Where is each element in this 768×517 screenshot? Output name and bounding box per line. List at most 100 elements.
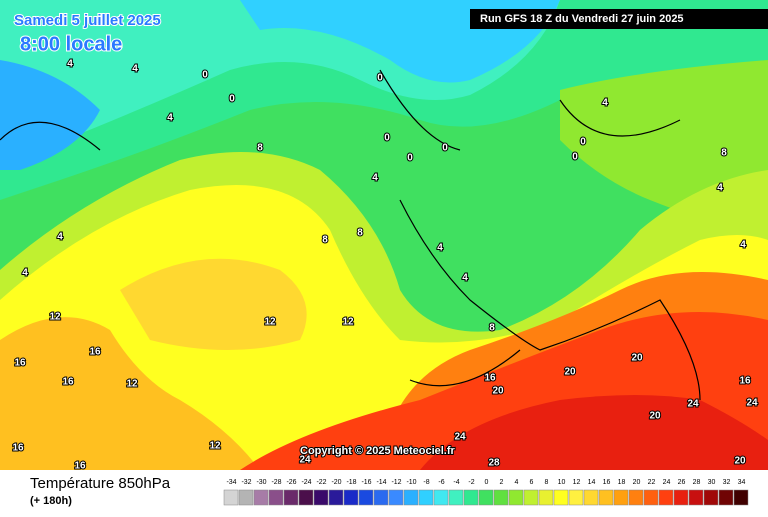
contour-label: 12 — [264, 317, 276, 328]
scale-label: 20 — [633, 479, 641, 486]
scale-swatch — [448, 489, 464, 506]
contour-label: 4 — [740, 240, 746, 251]
contour-label: 28 — [488, 458, 500, 469]
scale-label: -2 — [468, 479, 474, 486]
scale-swatch — [553, 489, 569, 506]
contour-label: 0 — [377, 73, 383, 84]
contour-label: 16 — [484, 373, 496, 384]
local-time: 8:00 locale — [20, 33, 122, 55]
contour-label: 16 — [74, 461, 86, 472]
scale-swatch — [508, 489, 524, 506]
run-box — [470, 9, 768, 29]
contour-label: 4 — [717, 183, 723, 194]
contour-label: 12 — [49, 312, 61, 323]
scale-label: 2 — [500, 479, 504, 486]
scale-label: -26 — [286, 479, 296, 486]
contour-label: 0 — [407, 153, 413, 164]
contour-label: 0 — [229, 94, 235, 105]
scale-label: 26 — [678, 479, 686, 486]
scale-swatch — [238, 489, 254, 506]
scale-label: 30 — [708, 479, 716, 486]
scale-label: -20 — [331, 479, 341, 486]
scale-swatch — [463, 489, 479, 506]
scale-swatch — [688, 489, 704, 506]
scale-swatch — [343, 489, 359, 506]
scale-swatch — [268, 489, 284, 506]
contour-label: 4 — [67, 59, 73, 70]
scale-swatch — [493, 489, 509, 506]
scale-swatch — [538, 489, 554, 506]
scale-swatch — [373, 489, 389, 506]
scale-label: 18 — [618, 479, 626, 486]
scale-label: 8 — [545, 479, 549, 486]
scale-label: -28 — [271, 479, 281, 486]
contour-label: 20 — [492, 386, 504, 397]
scale-swatch — [733, 489, 749, 506]
contour-label: 0 — [384, 133, 390, 144]
contour-label: 16 — [14, 358, 26, 369]
scale-label: -18 — [346, 479, 356, 486]
scale-swatch — [223, 489, 239, 506]
scale-swatch — [643, 489, 659, 506]
scale-swatch — [478, 489, 494, 506]
contour-label: 16 — [739, 376, 751, 387]
contour-label: 8 — [489, 323, 495, 334]
scale-label: -22 — [316, 479, 326, 486]
contour-label: 12 — [126, 379, 138, 390]
contour-label: 4 — [57, 232, 63, 243]
scale-label: 6 — [530, 479, 534, 486]
contour-label: 0 — [202, 70, 208, 81]
contour-label: 16 — [89, 347, 101, 358]
contour-label: 24 — [299, 455, 311, 466]
contour-label: 0 — [580, 137, 586, 148]
scale-swatch — [328, 489, 344, 506]
scale-swatch — [613, 489, 629, 506]
scale-label: -14 — [376, 479, 386, 486]
scale-label: 24 — [663, 479, 671, 486]
run-info: Run GFS 18 Z du Vendredi 27 juin 2025 — [480, 13, 684, 25]
scale-swatch — [703, 489, 719, 506]
scale-swatch — [388, 489, 404, 506]
scale-label: 32 — [723, 479, 731, 486]
scale-swatch — [433, 489, 449, 506]
contour-label: 24 — [454, 432, 466, 443]
scale-swatch — [403, 489, 419, 506]
contour-label: 0 — [572, 152, 578, 163]
scale-swatch — [253, 489, 269, 506]
scale-swatch — [598, 489, 614, 506]
scale-label: 10 — [558, 479, 566, 486]
scale-label: -16 — [361, 479, 371, 486]
contour-label: 4 — [462, 273, 468, 284]
contour-label: 4 — [437, 243, 443, 254]
contour-label: 0 — [442, 143, 448, 154]
scale-swatch — [358, 489, 374, 506]
contour-label: 4 — [132, 64, 138, 75]
contour-label: 4 — [602, 98, 608, 109]
contour-label: 20 — [734, 456, 746, 467]
scale-label: -34 — [226, 479, 236, 486]
scale-label: 34 — [738, 479, 746, 486]
footer-title: Température 850hPa — [30, 475, 171, 492]
contour-label: 12 — [342, 317, 354, 328]
contour-label: 4 — [372, 173, 378, 184]
scale-label: 4 — [515, 479, 519, 486]
contour-label: 12 — [209, 441, 221, 452]
map-field — [0, 0, 768, 470]
contour-label: 8 — [257, 143, 263, 154]
contour-label: 24 — [687, 399, 699, 410]
contour-label: 8 — [322, 235, 328, 246]
scale-swatch — [418, 489, 434, 506]
scale-swatch — [673, 489, 689, 506]
lead-time: (+ 180h) — [30, 495, 72, 507]
scale-label: 22 — [648, 479, 656, 486]
contour-label: 24 — [746, 398, 758, 409]
scale-label: -8 — [423, 479, 429, 486]
scale-swatch — [568, 489, 584, 506]
contour-label: 20 — [564, 367, 576, 378]
scale-label: 12 — [573, 479, 581, 486]
copyright: Copyright © 2025 Meteociel.fr — [300, 445, 456, 457]
contour-label: 16 — [62, 377, 74, 388]
contour-label: 20 — [649, 411, 661, 422]
scale-label: -6 — [438, 479, 444, 486]
